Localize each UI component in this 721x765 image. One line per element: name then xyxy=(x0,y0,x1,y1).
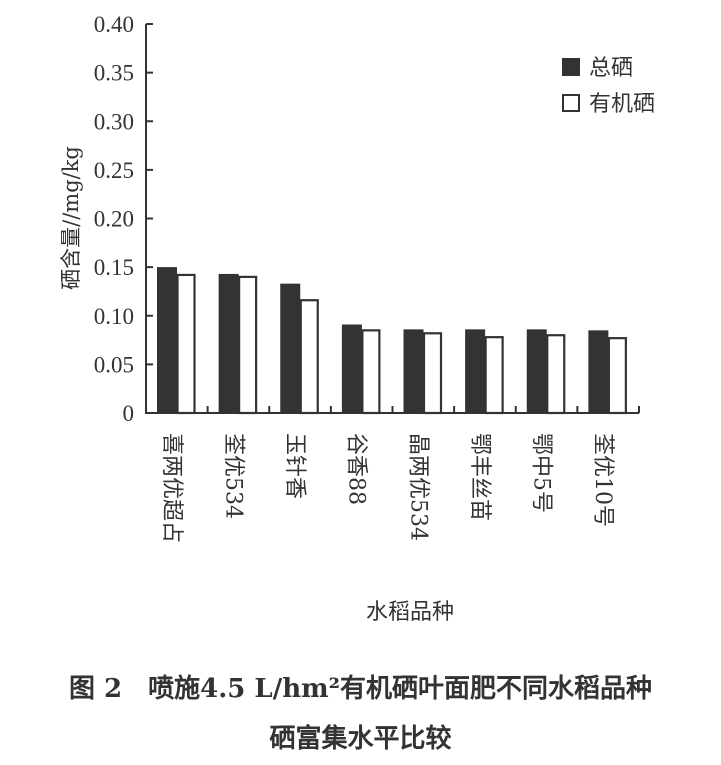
bar-organic-se xyxy=(607,337,627,415)
x-category-label: 玉针香 xyxy=(282,433,307,499)
x-category-label: 晶两优534 xyxy=(405,433,430,541)
x-category-label: 谷香88 xyxy=(344,433,369,505)
legend-label: 总硒 xyxy=(589,56,633,81)
y-tick-label: 0 xyxy=(123,401,135,426)
bar-total-se xyxy=(526,329,547,413)
bar-organic-se xyxy=(238,275,258,415)
y-tick-label: 0.15 xyxy=(94,255,134,280)
x-category-label: 荃优534 xyxy=(220,433,245,519)
y-tick-label: 0.25 xyxy=(94,158,134,183)
y-tick-label: 0.35 xyxy=(94,61,134,86)
bar-total-se xyxy=(218,273,239,413)
figure-caption-line1: 图 2 喷施4.5 L/hm²有机硒叶面肥不同水稻品种 xyxy=(68,674,652,704)
bar-total-se xyxy=(465,329,486,413)
legend-swatch-total-se xyxy=(562,58,580,76)
y-tick-label: 0.40 xyxy=(94,12,134,37)
bar-total-se xyxy=(341,324,362,413)
x-category-label: 喜两优超占 xyxy=(159,433,184,543)
x-category-label: 荃优10号 xyxy=(590,433,615,527)
y-axis-title: 硒含量//mg/kg xyxy=(59,146,83,290)
bar-total-se xyxy=(157,267,177,413)
x-axis-title: 水稻品种 xyxy=(366,600,454,625)
bar-organic-se xyxy=(361,329,381,415)
x-category-label: 鄂中5号 xyxy=(529,433,554,513)
bar-total-se xyxy=(588,330,609,413)
legend-label: 有机硒 xyxy=(589,92,655,117)
bar-chart: 0 0.05 0.10 0.15 0.20 0.25 0.30 0.35 0.40 喜两优超占 荃优… xyxy=(59,12,655,625)
bar-organic-se xyxy=(176,273,196,415)
bar-total-se xyxy=(403,329,424,413)
legend-swatch-organic-se xyxy=(562,94,580,112)
bar-organic-se xyxy=(299,299,319,415)
x-category-label: 鄂丰丝苗 xyxy=(467,433,492,521)
bar-total-se xyxy=(280,283,301,413)
y-tick-label: 0.10 xyxy=(94,304,134,329)
figure-caption-line2: 硒富集水平比较 xyxy=(269,724,452,754)
y-tick-label: 0.05 xyxy=(94,352,134,377)
bar-organic-se xyxy=(484,336,504,415)
y-tick-label: 0.20 xyxy=(94,207,134,232)
bar-organic-se xyxy=(422,332,443,415)
y-tick-label: 0.30 xyxy=(94,109,134,134)
bar-organic-se xyxy=(546,334,566,415)
